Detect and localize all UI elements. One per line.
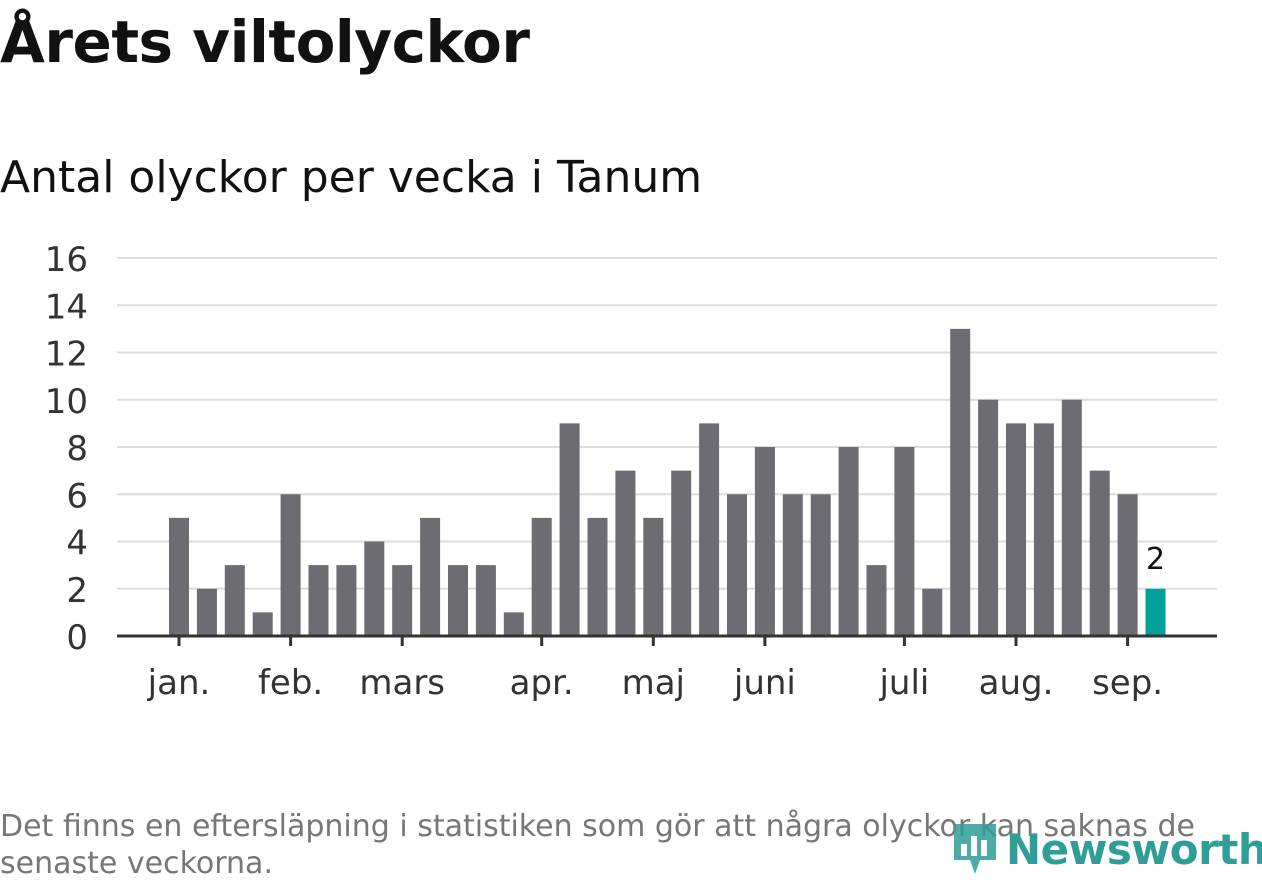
bar <box>1089 470 1110 636</box>
y-tick-label: 2 <box>66 571 88 611</box>
bar <box>531 517 552 636</box>
y-tick-label: 14 <box>45 287 88 327</box>
x-tick-label: maj <box>622 663 685 703</box>
bar <box>475 565 496 636</box>
bar <box>587 517 608 636</box>
bar <box>727 494 747 636</box>
x-tick-label: juni <box>733 663 796 703</box>
y-tick-label: 6 <box>66 476 88 516</box>
y-tick-label: 0 <box>66 618 88 658</box>
bar <box>894 447 915 636</box>
bar <box>420 517 441 636</box>
bar <box>252 612 273 636</box>
newsworthy-logo-icon <box>954 824 996 874</box>
x-tick-label: juli <box>878 663 929 703</box>
bar <box>280 494 301 636</box>
bar <box>838 447 859 636</box>
bar <box>615 470 636 636</box>
y-tick-label: 8 <box>66 429 88 469</box>
bar <box>922 588 943 636</box>
bar <box>978 399 999 636</box>
newsworthy-logo: Newsworthy <box>950 820 1262 878</box>
bar <box>1061 399 1082 636</box>
y-tick-label: 10 <box>45 382 88 422</box>
bar <box>950 328 971 636</box>
bar <box>643 517 664 636</box>
y-tick-label: 12 <box>45 335 88 375</box>
bar <box>754 447 775 636</box>
y-tick-label: 4 <box>66 524 88 564</box>
bar <box>1117 494 1138 636</box>
x-tick-label: jan. <box>147 663 211 703</box>
bar <box>559 423 580 636</box>
logo-text: Newsworthy <box>1006 824 1262 874</box>
bar <box>699 423 720 636</box>
bar-highlight <box>1145 588 1166 636</box>
bar <box>810 494 831 636</box>
bar <box>308 565 329 636</box>
bar <box>503 612 524 636</box>
x-tick-label: apr. <box>510 663 574 703</box>
data-label: 2 <box>1146 542 1165 577</box>
bar <box>196 588 217 636</box>
x-tick-label: sep. <box>1092 663 1163 703</box>
x-tick-label: mars <box>359 663 445 703</box>
y-tick-label: 16 <box>45 240 88 280</box>
bar <box>782 494 803 636</box>
bar <box>392 565 413 636</box>
chart-title: Årets viltolyckor <box>0 8 530 76</box>
bar <box>1033 423 1054 636</box>
bar <box>224 565 245 636</box>
bar <box>336 565 357 636</box>
bar <box>448 565 468 636</box>
bar <box>169 517 189 636</box>
x-tick-label: aug. <box>979 663 1054 703</box>
bar-chart: 0 2 4 6 8 10 12 14 16 2 jan. feb. mars apr. maj juni jul… <box>45 240 1217 703</box>
bar <box>1006 423 1026 636</box>
chart-subtitle: Antal olyckor per vecka i Tanum <box>0 152 703 203</box>
x-tick-label: feb. <box>258 663 323 703</box>
bar <box>671 470 692 636</box>
bar <box>364 541 385 636</box>
bar <box>866 565 887 636</box>
